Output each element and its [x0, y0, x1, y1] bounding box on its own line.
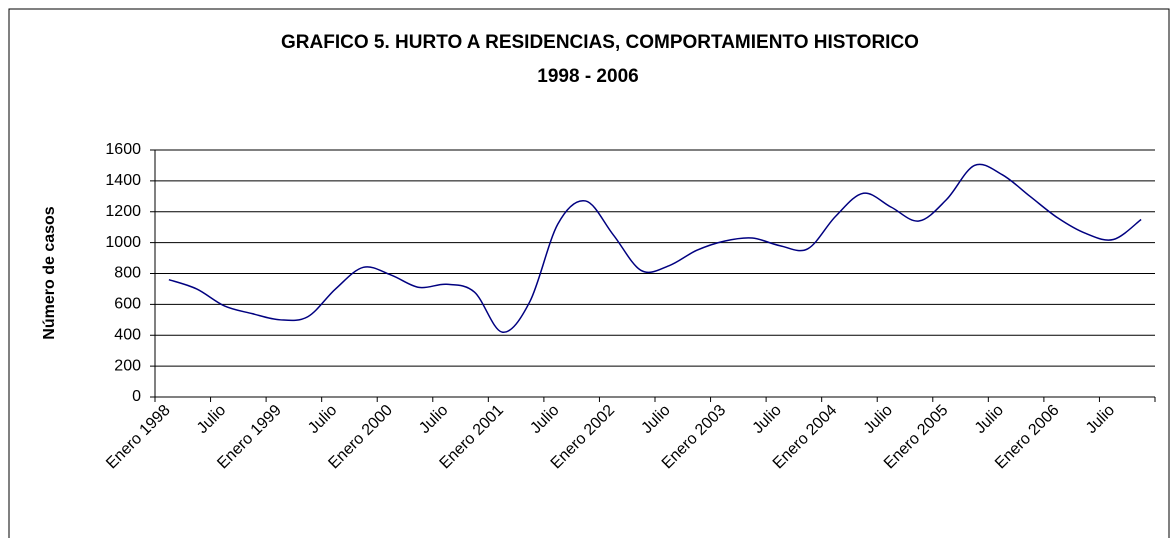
chart-title: GRAFICO 5. HURTO A RESIDENCIAS, COMPORTA… [281, 32, 919, 53]
x-tick-label: Julio [1083, 402, 1118, 437]
y-tick-label: 600 [114, 296, 141, 313]
chart-border [8, 8, 1170, 538]
chart-subtitle: 1998 - 2006 [537, 66, 638, 87]
x-tick-label: Julio [194, 402, 229, 437]
x-tick-label: Julio [861, 402, 896, 437]
series-line [168, 163, 1142, 333]
x-tick-label: Julio [750, 402, 785, 437]
y-tick-label: 1000 [105, 234, 141, 251]
y-tick-label: 1400 [105, 172, 141, 189]
x-tick-label: Julio [527, 402, 562, 437]
y-tick-label: 0 [132, 388, 141, 405]
y-tick-label: 400 [114, 326, 141, 343]
y-tick-label: 1600 [105, 141, 141, 158]
x-tick-label: Julio [638, 402, 673, 437]
x-tick-label: Julio [305, 402, 340, 437]
y-tick-label: 200 [114, 357, 141, 374]
x-tick-label: Julio [416, 402, 451, 437]
x-tick-label: Julio [972, 402, 1007, 437]
y-axis-label: Número de casos [41, 206, 58, 339]
y-tick-label: 1200 [105, 203, 141, 220]
x-tick-label: Enero 1998 [103, 402, 174, 473]
y-tick-label: 800 [114, 265, 141, 282]
